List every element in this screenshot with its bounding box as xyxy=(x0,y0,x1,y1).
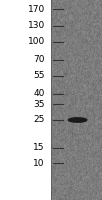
Text: 170: 170 xyxy=(28,4,45,14)
Text: 55: 55 xyxy=(33,72,45,80)
Ellipse shape xyxy=(68,118,87,122)
Text: 10: 10 xyxy=(33,158,45,168)
Text: 130: 130 xyxy=(28,21,45,30)
Text: 35: 35 xyxy=(33,100,45,109)
Text: 25: 25 xyxy=(33,116,45,124)
Text: 100: 100 xyxy=(28,38,45,46)
Bar xyxy=(0,0,51,200)
Text: 40: 40 xyxy=(33,90,45,98)
Text: 70: 70 xyxy=(33,55,45,64)
Text: 15: 15 xyxy=(33,144,45,152)
